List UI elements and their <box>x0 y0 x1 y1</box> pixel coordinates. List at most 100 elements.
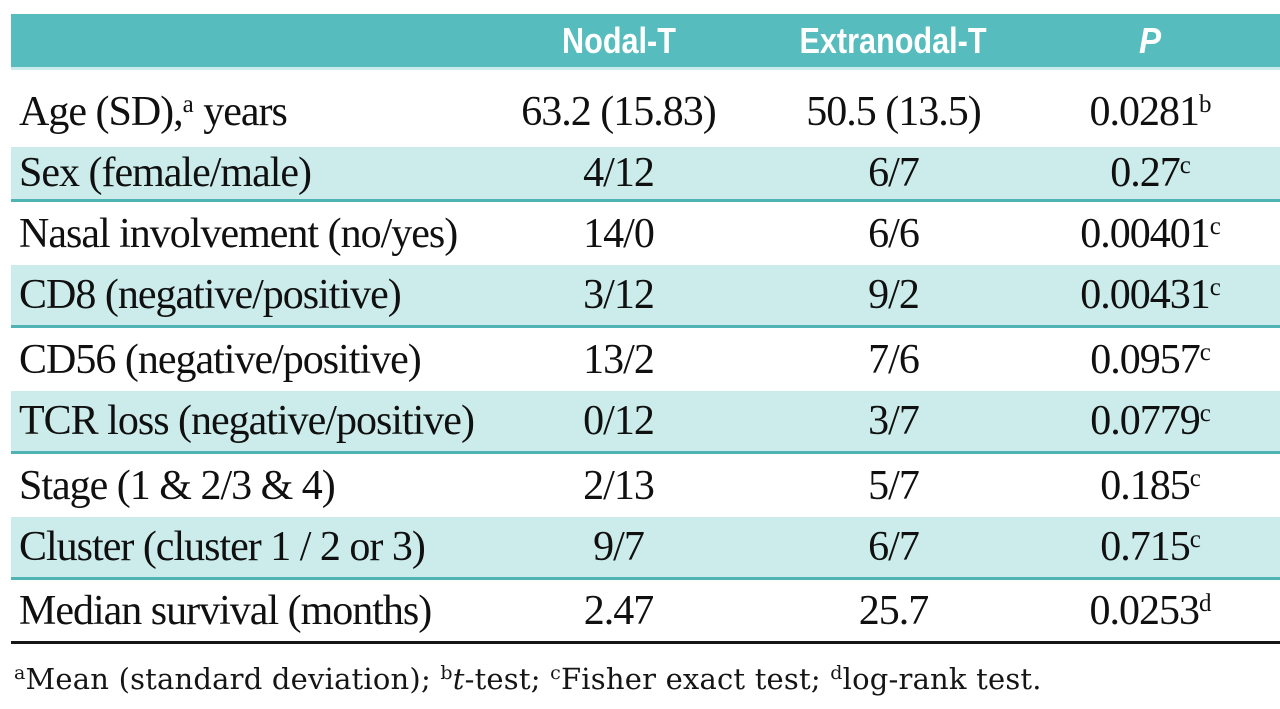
footnote-superscript: c <box>550 662 561 684</box>
table-row: Age (SD),a years 63.2 (15.83) 50.5 (13.5… <box>11 70 1280 147</box>
nodal-t-value: 0/12 <box>583 398 655 444</box>
p-value-superscript: c <box>1189 526 1201 553</box>
row-label: Age (SD),a years <box>19 88 288 136</box>
row-label-text: Age (SD), <box>19 88 184 135</box>
comparison-table-figure: Nodal-T Extranodal-T P Age (SD),a years … <box>11 14 1280 696</box>
extranodal-t-value: 3/7 <box>868 398 920 444</box>
row-label-text: TCR loss (negative/positive) <box>19 398 475 444</box>
p-value-superscript: d <box>1199 589 1212 617</box>
footnote-part: bt-test; <box>440 662 550 696</box>
footnote-italic-text: t <box>452 662 465 696</box>
p-value-number: 0.0281 <box>1089 88 1200 135</box>
p-value-superscript: c <box>1189 464 1201 492</box>
cell-p-value: 0.00401c <box>1021 210 1280 258</box>
header-cell-p-value: P <box>1021 20 1280 62</box>
cell-nodal-t-value: 14/0 <box>471 210 766 258</box>
cell-extranodal-t-value: 50.5 (13.5) <box>766 88 1021 136</box>
cell-nodal-t-value: 13/2 <box>471 336 766 384</box>
table-row: Median survival (months) 2.47 25.7 0.025… <box>11 580 1280 641</box>
row-label: Median survival (months) <box>19 587 432 635</box>
row-label-text: Nasal involvement (no/yes) <box>19 210 458 257</box>
p-value: 0.00401c <box>1080 210 1221 258</box>
footnote-superscript: a <box>14 662 26 684</box>
p-value: 0.185c <box>1100 462 1201 510</box>
row-label-cell: CD56 (negative/positive) <box>11 336 471 384</box>
p-value: 0.0957c <box>1090 336 1211 384</box>
p-value-superscript: c <box>1199 338 1211 366</box>
row-label-rest: years <box>193 88 288 135</box>
header-label-extranodal-t: Extranodal-T <box>799 19 988 61</box>
row-label-cell: Median survival (months) <box>11 587 471 635</box>
footnote-part: dlog-rank test. <box>830 662 1041 696</box>
cell-p-value: 0.715c <box>1021 523 1280 571</box>
table-row: Nasal involvement (no/yes) 14/0 6/6 0.00… <box>11 202 1280 265</box>
row-label: Cluster (cluster 1 / 2 or 3) <box>19 523 426 571</box>
row-label: CD56 (negative/positive) <box>19 336 422 384</box>
footnote-superscript: b <box>440 662 453 684</box>
row-label: CD8 (negative/positive) <box>19 271 402 319</box>
nodal-t-value: 13/2 <box>583 336 655 383</box>
cell-extranodal-t-value: 6/7 <box>766 149 1021 197</box>
p-value-superscript: c <box>1209 212 1221 240</box>
row-label-cell: Stage (1 & 2/3 & 4) <box>11 462 471 510</box>
row-label-cell: Sex (female/male) <box>11 149 471 197</box>
table-row: Cluster (cluster 1 / 2 or 3) 9/7 6/7 0.7… <box>11 517 1280 580</box>
cell-extranodal-t-value: 5/7 <box>766 462 1021 510</box>
cell-extranodal-t-value: 3/7 <box>766 397 1021 445</box>
row-label-cell: Cluster (cluster 1 / 2 or 3) <box>11 523 471 571</box>
row-label-cell: Age (SD),a years <box>11 88 471 136</box>
p-value-number: 0.0779 <box>1090 398 1200 444</box>
extranodal-t-value: 50.5 (13.5) <box>806 88 981 135</box>
table-row: CD56 (negative/positive) 13/2 7/6 0.0957… <box>11 328 1280 391</box>
p-value-number: 0.715 <box>1100 524 1190 570</box>
p-value: 0.00431c <box>1080 271 1221 319</box>
header-label-p: P <box>1139 19 1162 61</box>
nodal-t-value: 2/13 <box>583 462 655 509</box>
p-value-number: 0.00431 <box>1080 272 1210 318</box>
row-label-text: CD8 (negative/positive) <box>19 272 402 318</box>
extranodal-t-value: 6/7 <box>868 150 920 196</box>
nodal-t-value: 9/7 <box>593 524 645 570</box>
header-cell-extranodal-t: Extranodal-T <box>766 20 1021 62</box>
extranodal-t-value: 7/6 <box>868 336 920 383</box>
footnote-text: log-rank test. <box>842 662 1042 696</box>
p-value-number: 0.27 <box>1110 150 1180 196</box>
row-label-text: Median survival (months) <box>19 587 432 634</box>
cell-extranodal-t-value: 6/6 <box>766 210 1021 258</box>
extranodal-t-value: 6/7 <box>868 524 920 570</box>
extranodal-t-value: 25.7 <box>858 587 929 634</box>
p-value: 0.0779c <box>1090 397 1211 445</box>
p-value-number: 0.0957 <box>1090 336 1200 383</box>
nodal-t-value: 3/12 <box>583 272 655 318</box>
p-value: 0.0281b <box>1090 88 1212 136</box>
cell-extranodal-t-value: 9/2 <box>766 271 1021 319</box>
footnote-text: Fisher exact test; <box>560 662 831 696</box>
table-header-row: Nodal-T Extranodal-T P <box>11 14 1280 70</box>
cell-nodal-t-value: 2/13 <box>471 462 766 510</box>
row-label-cell: Nasal involvement (no/yes) <box>11 210 471 258</box>
cell-p-value: 0.0957c <box>1021 336 1280 384</box>
p-value-superscript: c <box>1179 152 1191 179</box>
row-label-text: CD56 (negative/positive) <box>19 336 422 383</box>
cell-p-value: 0.0779c <box>1021 397 1280 445</box>
nodal-t-value: 2.47 <box>583 587 654 634</box>
p-value-superscript: c <box>1209 274 1221 301</box>
p-value: 0.0253d <box>1090 587 1212 635</box>
row-label-text: Sex (female/male) <box>19 150 312 196</box>
cell-p-value: 0.00431c <box>1021 271 1280 319</box>
nodal-t-value: 4/12 <box>583 150 655 196</box>
table-body: Age (SD),a years 63.2 (15.83) 50.5 (13.5… <box>11 70 1280 641</box>
cell-nodal-t-value: 0/12 <box>471 397 766 445</box>
row-label-superscript: a <box>182 90 194 118</box>
p-value-number: 0.185 <box>1100 462 1190 509</box>
footnote-text: Mean (standard deviation); <box>25 662 441 696</box>
row-label: Sex (female/male) <box>19 149 312 197</box>
nodal-t-value: 63.2 (15.83) <box>521 88 716 135</box>
nodal-t-value: 14/0 <box>583 210 655 257</box>
p-value-number: 0.00401 <box>1080 210 1210 257</box>
cell-nodal-t-value: 4/12 <box>471 149 766 197</box>
p-value-number: 0.0253 <box>1089 587 1200 634</box>
cell-nodal-t-value: 3/12 <box>471 271 766 319</box>
footnote-text: -test; <box>464 662 551 696</box>
footnote-superscript: d <box>830 662 843 684</box>
